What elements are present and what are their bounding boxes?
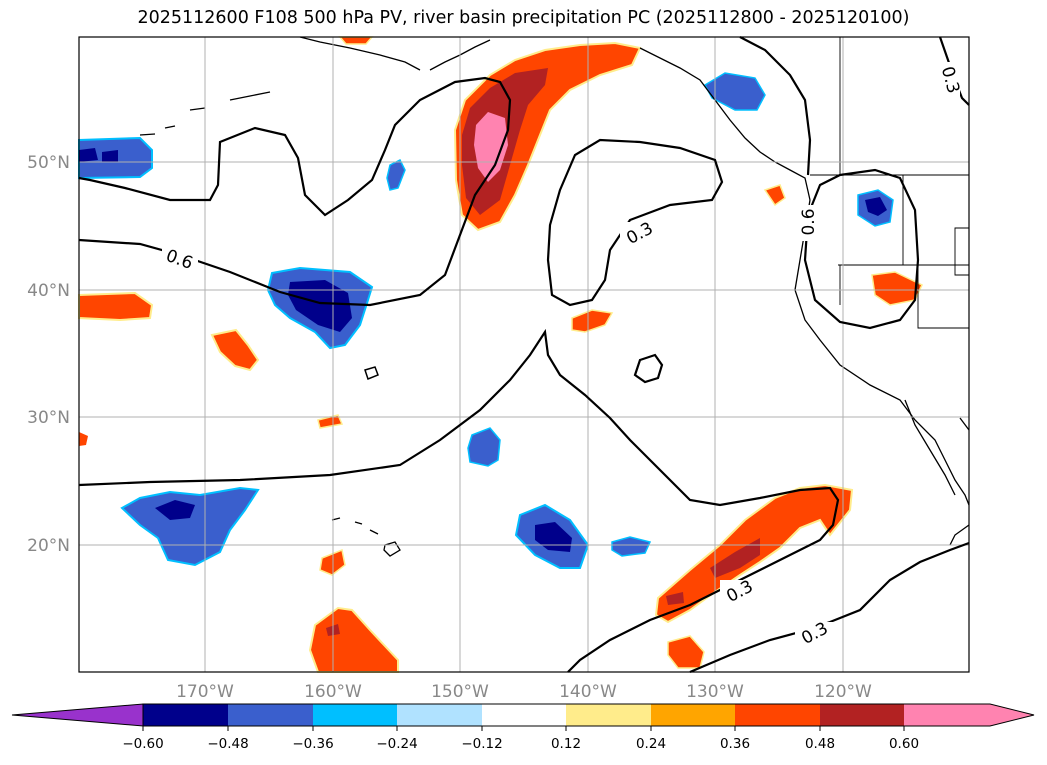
precipitation-shading	[78, 36, 923, 673]
colorbar-swatch	[313, 704, 397, 726]
map-frame	[78, 36, 970, 673]
pv-contours	[78, 36, 970, 674]
gridlines	[79, 37, 969, 672]
colorbar-swatch	[482, 704, 566, 726]
lon-label: 140°W	[559, 682, 617, 702]
colorbar-tick-label: 0.60	[889, 736, 919, 752]
lat-label: 30°N	[27, 408, 70, 428]
colorbar-swatch	[143, 704, 228, 726]
lat-label: 50°N	[27, 153, 70, 173]
colorbar-swatch	[397, 704, 482, 726]
colorbar-tick-label: 0.24	[636, 736, 666, 752]
lon-label: 160°W	[304, 682, 362, 702]
colorbar-swatch	[820, 704, 904, 726]
map-title: 2025112600 F108 500 hPa PV, river basin …	[137, 8, 910, 28]
contour-label: 0.6	[799, 208, 819, 235]
colorbar-swatch	[228, 704, 313, 726]
colorbar-extend-max	[904, 704, 1034, 726]
lon-label: 150°W	[431, 682, 489, 702]
colorbar-tick-label: 0.12	[551, 736, 581, 752]
lat-label: 20°N	[27, 536, 70, 556]
colorbar: −0.60 −0.48 −0.36 −0.24 −0.12 0.12 0.24 …	[11, 703, 1035, 752]
lat-label: 40°N	[27, 281, 70, 301]
coastlines	[139, 36, 970, 557]
colorbar-extend-min	[11, 703, 144, 727]
colorbar-swatch	[735, 704, 820, 726]
colorbar-swatch	[566, 704, 651, 726]
colorbar-tick-label: −0.36	[292, 736, 333, 752]
lon-label: 170°W	[176, 682, 234, 702]
colorbar-tick-label: −0.60	[122, 736, 163, 752]
colorbar-swatch	[651, 704, 735, 726]
colorbar-tick-label: 0.48	[805, 736, 835, 752]
lon-label: 130°W	[686, 682, 744, 702]
colorbar-tick-label: 0.36	[720, 736, 750, 752]
lon-label: 120°W	[814, 682, 872, 702]
colorbar-tick-label: −0.48	[207, 736, 248, 752]
colorbar-tick-label: −0.12	[461, 736, 502, 752]
colorbar-tick-label: −0.24	[376, 736, 417, 752]
